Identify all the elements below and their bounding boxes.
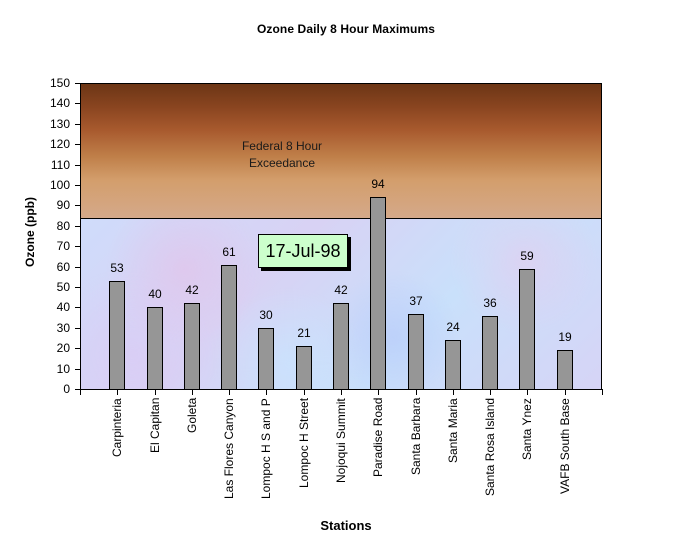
bar-value-label: 42	[334, 283, 348, 297]
x-tick	[565, 389, 566, 395]
y-tick-label: 90	[56, 198, 70, 212]
chart-title: Ozone Daily 8 Hour Maximums	[256, 22, 436, 36]
y-tick	[75, 389, 80, 390]
x-category-label: Santa Rosa Island	[483, 397, 497, 496]
exceedance-label-line2: Exceedance	[248, 156, 316, 170]
y-tick-label: 140	[49, 96, 70, 110]
x-tick	[229, 389, 230, 395]
y-tick-label: 30	[56, 321, 70, 335]
bar-value-label: 53	[110, 261, 124, 275]
y-tick	[75, 124, 80, 125]
x-category-label: Santa Barbara	[409, 397, 423, 475]
y-tick-label: 150	[49, 76, 70, 90]
bar-value-label: 24	[446, 320, 460, 334]
x-tick	[453, 389, 454, 395]
bar	[557, 350, 573, 390]
x-tick	[416, 389, 417, 395]
y-axis-line	[80, 83, 81, 390]
bar	[482, 316, 498, 390]
bar-value-label: 42	[185, 283, 199, 297]
x-category-label: Santa Maria	[446, 398, 460, 463]
x-tick	[304, 389, 305, 395]
bar-value-label: 94	[371, 177, 385, 191]
bar	[221, 265, 237, 390]
y-tick	[75, 328, 80, 329]
x-tick	[602, 389, 603, 395]
y-tick	[75, 205, 80, 206]
y-tick-label: 70	[56, 239, 70, 253]
y-tick-label: 0	[63, 382, 70, 396]
x-category-label: Santa Ynez	[520, 398, 534, 460]
x-category-label: Las Flores Canyon	[222, 398, 236, 499]
exceedance-band	[80, 83, 602, 218]
y-tick	[75, 185, 80, 186]
x-category-label: El Capitan	[148, 397, 162, 453]
x-category-label: VAFB South Base	[558, 398, 572, 494]
x-tick	[490, 389, 491, 395]
bar	[184, 303, 200, 390]
x-tick	[527, 389, 528, 395]
bar	[370, 197, 386, 390]
y-tick-label: 40	[56, 300, 70, 314]
y-tick-label: 60	[56, 260, 70, 274]
exceedance-label-line1: Federal 8 Hour	[241, 139, 323, 153]
x-tick	[155, 389, 156, 395]
bar-value-label: 40	[148, 287, 162, 301]
x-tick	[80, 389, 81, 395]
x-tick	[341, 389, 342, 395]
bar-value-label: 30	[259, 308, 273, 322]
bar-value-label: 61	[222, 245, 236, 259]
y-tick	[75, 103, 80, 104]
x-tick	[266, 389, 267, 395]
bar-value-label: 19	[558, 330, 572, 344]
x-tick	[378, 389, 379, 395]
y-tick-label: 80	[56, 219, 70, 233]
bar	[296, 346, 312, 390]
bar-value-label: 59	[520, 249, 534, 263]
x-axis-line	[80, 389, 603, 390]
y-tick	[75, 307, 80, 308]
y-tick	[75, 369, 80, 370]
x-category-label: Lompoc H S and P	[259, 398, 273, 499]
y-tick-label: 20	[56, 341, 70, 355]
x-category-label: Carpinteria	[110, 398, 124, 457]
y-tick	[75, 287, 80, 288]
exceedance-threshold-line	[80, 217, 602, 219]
bar-value-label: 36	[483, 296, 497, 310]
bar	[333, 303, 349, 390]
bar-value-label: 37	[409, 294, 423, 308]
bar	[519, 269, 535, 390]
y-tick	[75, 246, 80, 247]
y-tick-label: 120	[49, 137, 70, 151]
bar	[408, 314, 424, 390]
exceedance-label: Federal 8 Hour Exceedance	[222, 138, 342, 172]
y-tick	[75, 226, 80, 227]
date-label-box: 17-Jul-98	[258, 234, 348, 268]
y-tick	[75, 165, 80, 166]
bar	[109, 281, 125, 390]
y-tick	[75, 83, 80, 84]
y-tick	[75, 348, 80, 349]
y-tick-label: 110	[50, 158, 70, 172]
x-category-label: Paradise Road	[371, 397, 385, 477]
y-axis-title: Ozone (ppb)	[23, 197, 37, 267]
y-tick	[75, 144, 80, 145]
x-category-label: Nojoqui Summit	[334, 398, 348, 483]
x-tick	[192, 389, 193, 395]
x-category-label: Lompoc H Street	[297, 397, 311, 488]
bar	[147, 307, 163, 390]
y-tick	[75, 267, 80, 268]
x-axis-title: Stations	[320, 518, 372, 533]
bar	[445, 340, 461, 390]
bar	[258, 328, 274, 390]
y-tick-label: 10	[56, 362, 70, 376]
bar-value-label: 21	[297, 326, 311, 340]
x-tick	[117, 389, 118, 395]
y-tick-label: 50	[56, 280, 70, 294]
x-category-label: Goleta	[185, 397, 199, 433]
y-tick-label: 130	[49, 117, 70, 131]
y-tick-label: 100	[49, 178, 70, 192]
